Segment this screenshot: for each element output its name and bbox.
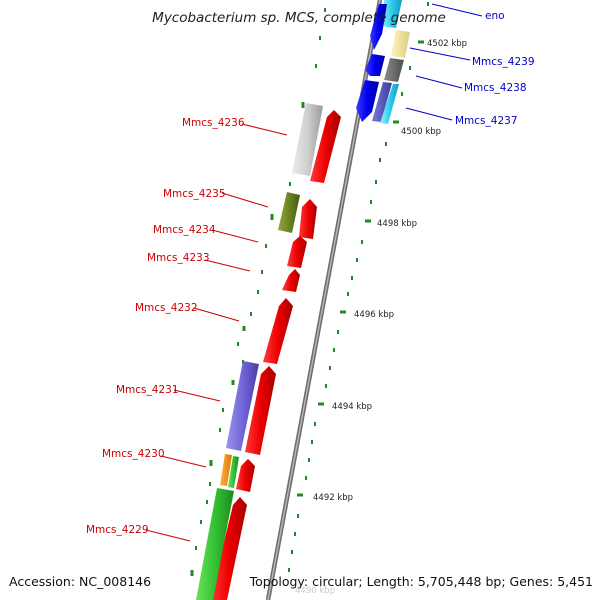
gene-arrow-mmcs-4239[interactable]: [365, 54, 385, 76]
gene-arrow-blue-1[interactable]: [370, 4, 387, 50]
gene-label-mmcs-4236[interactable]: Mmcs_4236: [182, 117, 245, 129]
gene-label-mmcs-4239[interactable]: Mmcs_4239: [472, 56, 535, 68]
scale-label-4494: 4494 kbp: [332, 402, 372, 412]
gene-label-mmcs-4234[interactable]: Mmcs_4234: [153, 224, 216, 236]
gene-label-mmcs-4235[interactable]: Mmcs_4235: [163, 188, 226, 200]
gene-arrow-mmcs-4235[interactable]: [299, 199, 317, 239]
gene-block-cream[interactable]: [391, 30, 410, 58]
gene-block-mmcs-4236[interactable]: [292, 103, 323, 176]
gene-block-dark-grey[interactable]: [384, 58, 404, 82]
gene-label-mmcs-4233[interactable]: Mmcs_4233: [147, 252, 210, 264]
outer-tick-ring: [190, 8, 326, 576]
gene-arrow-mmcs-4238[interactable]: [356, 80, 379, 122]
gene-label-eno[interactable]: eno: [485, 10, 505, 22]
gene-label-mmcs-4231[interactable]: Mmcs_4231: [116, 384, 179, 396]
reverse-strand-genes: [210, 110, 341, 600]
gene-block-slate[interactable]: [372, 82, 392, 122]
gene-arrow-mmcs-4232[interactable]: [263, 298, 293, 364]
scale-label-4490: 4490 kbp: [295, 586, 335, 596]
gene-arrow-mmcs-4229[interactable]: [210, 497, 247, 600]
gene-arrow-mmcs-4236[interactable]: [310, 110, 341, 183]
scale-tick-ring: [288, 2, 429, 572]
label-leader-lines: [145, 3, 483, 542]
topology-text: Topology: circular; Length: 5,705,448 bp…: [249, 574, 593, 589]
gene-block-mmcs-4229[interactable]: [196, 488, 234, 600]
scale-label-4496: 4496 kbp: [354, 310, 394, 320]
gene-label-mmcs-4238[interactable]: Mmcs_4238: [464, 82, 527, 94]
gene-arrow-mmcs-4234[interactable]: [287, 236, 307, 268]
scale-label-4500: 4500 kbp: [401, 127, 441, 137]
gene-block-mmcs-4231[interactable]: [226, 361, 259, 451]
gene-arrow-mmcs-4233[interactable]: [282, 269, 300, 292]
gene-block-mmcs-4230-green[interactable]: [228, 456, 239, 488]
map-title: Mycobacterium sp. MCS, complete genome: [152, 10, 446, 26]
gene-block-mmcs-4230-orange[interactable]: [220, 454, 232, 486]
gene-arrow-mmcs-4230[interactable]: [236, 459, 255, 492]
gene-label-mmcs-4230[interactable]: Mmcs_4230: [102, 448, 165, 460]
colored-gene-blocks: [196, 103, 323, 600]
gene-arrow-mmcs-4231[interactable]: [245, 366, 276, 455]
top-gene-cluster: [356, 0, 410, 124]
scale-label-4492: 4492 kbp: [313, 493, 353, 503]
scale-label-4502: 4502 kbp: [427, 39, 467, 49]
scale-label-4498: 4498 kbp: [377, 219, 417, 229]
accession-text: Accession: NC_008146: [9, 574, 151, 589]
gene-label-mmcs-4232[interactable]: Mmcs_4232: [135, 302, 198, 314]
gene-block-mmcs-4237[interactable]: [380, 84, 399, 124]
gene-label-mmcs-4229[interactable]: Mmcs_4229: [86, 524, 149, 536]
gene-block-mmcs-4235[interactable]: [278, 192, 300, 233]
gene-label-mmcs-4237[interactable]: Mmcs_4237: [455, 115, 518, 127]
